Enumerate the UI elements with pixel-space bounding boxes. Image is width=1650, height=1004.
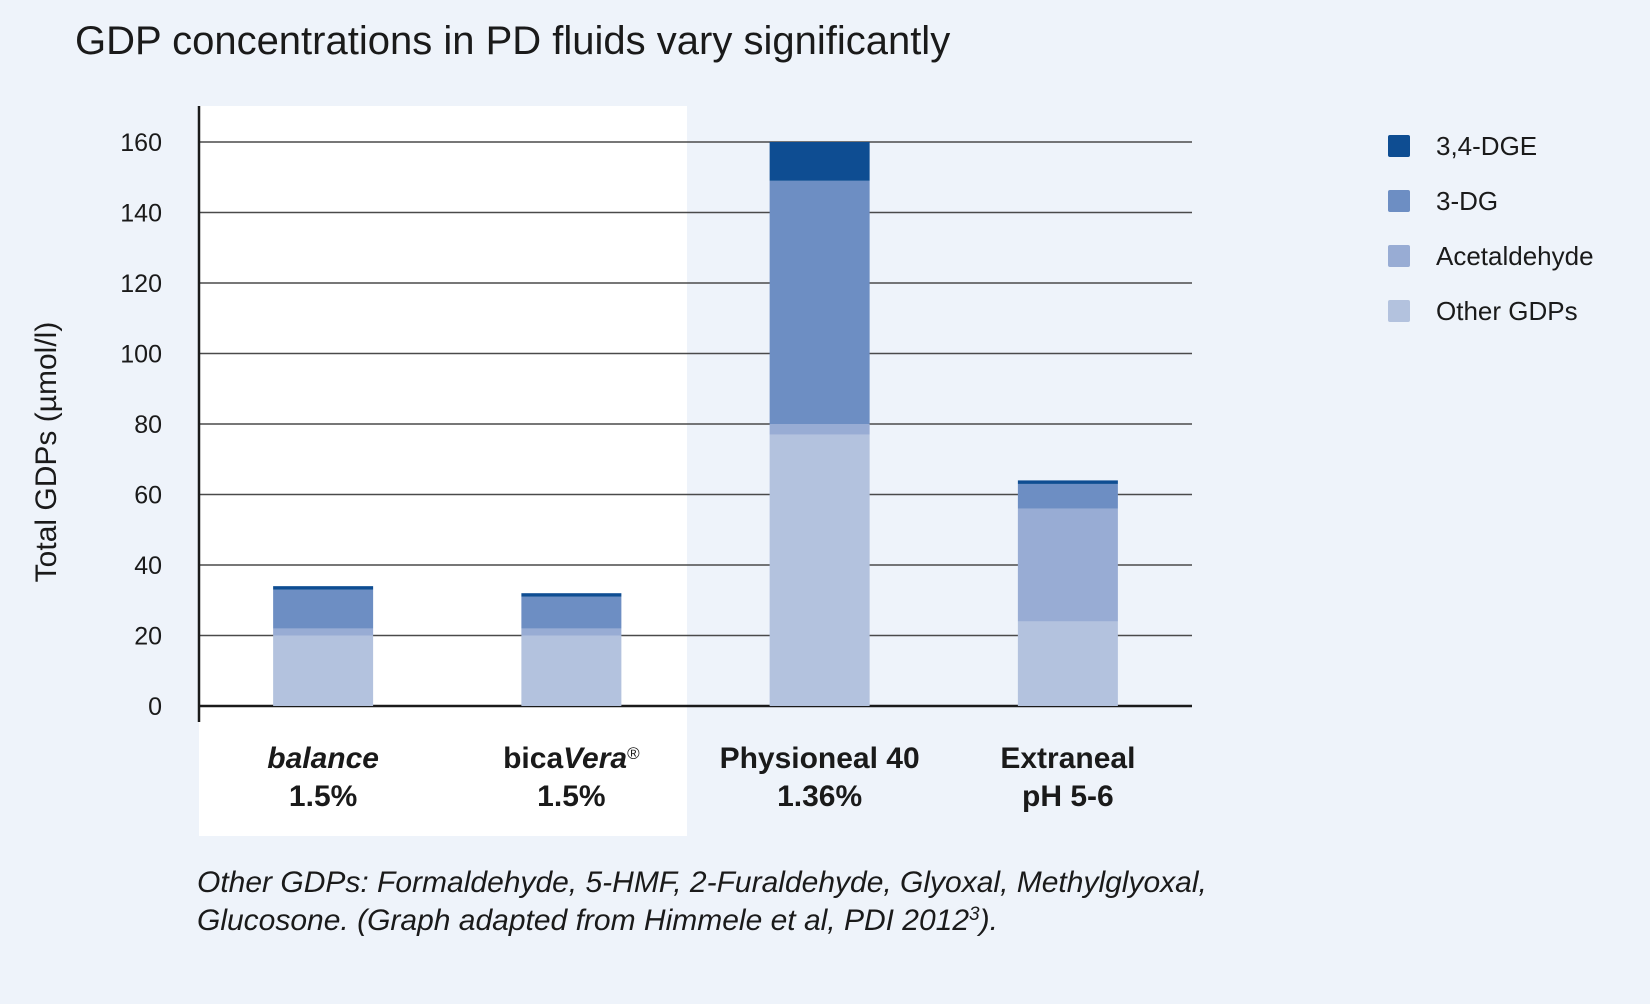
category-label-line-2: pH 5-6 — [1022, 780, 1114, 813]
bar-segment-other-gdps-1 — [273, 635, 374, 706]
bar-segment-acetaldehyde-1 — [273, 628, 374, 636]
legend-label: Other GDPs — [1436, 296, 1578, 326]
legend-swatch-other-gdps — [1388, 300, 1410, 322]
chart-title: GDP concentrations in PD fluids vary sig… — [75, 19, 950, 63]
legend: 3,4-DGE 3-DG Acetaldehyde Other GDPs — [1388, 131, 1594, 326]
footnote-line-2-end: ). — [977, 904, 998, 937]
footnote-line-2-text: Glucosone. (Graph adapted from Himmele e… — [197, 904, 969, 937]
footnote-superscript: 3 — [969, 904, 980, 925]
bar-segment-3-dg-1 — [273, 589, 374, 629]
footnote-line-1: Other GDPs: Formaldehyde, 5-HMF, 2-Fural… — [197, 866, 1207, 899]
y-tick-labels: 0 20 40 60 80 100 120 140 160 — [120, 129, 162, 721]
category-label-line-1: Extraneal — [1000, 742, 1135, 775]
bar-segment-3-4-dge-2 — [521, 593, 622, 597]
bar-segment-3-dg-4 — [1017, 483, 1118, 509]
legend-label: Acetaldehyde — [1436, 241, 1594, 271]
category-label-line-2: 1.36% — [777, 780, 862, 813]
footnote-line-2: Glucosone. (Graph adapted from Himmele e… — [197, 904, 998, 938]
legend-swatch-3-dg — [1388, 190, 1410, 212]
highlight-panel — [199, 106, 687, 836]
category-label-line-1: Physioneal 40 — [720, 742, 920, 775]
y-tick-label: 40 — [134, 552, 162, 580]
bar-segment-3-dg-3 — [769, 180, 870, 424]
bar-segment-3-dg-2 — [521, 596, 622, 629]
y-tick-label: 0 — [148, 693, 162, 721]
bar-segment-other-gdps-4 — [1017, 621, 1118, 706]
bar-segment-other-gdps-2 — [521, 635, 622, 706]
category-label-line-1: balance — [267, 742, 379, 775]
y-tick-label: 120 — [120, 270, 162, 298]
bars — [273, 142, 1118, 706]
bar-segment-acetaldehyde-2 — [521, 628, 622, 636]
y-tick-label: 100 — [120, 341, 162, 369]
bar-segment-other-gdps-3 — [769, 434, 870, 706]
bar-segment-3-4-dge-4 — [1017, 480, 1118, 484]
bar-segment-acetaldehyde-4 — [1017, 508, 1118, 622]
category-label-line-1: bicaVera® — [503, 742, 640, 775]
category-labels: balance 1.5% bicaVera® 1.5% Physioneal 40 1.3… — [267, 742, 1135, 813]
y-tick-label: 160 — [120, 129, 162, 157]
bar-segment-acetaldehyde-3 — [769, 424, 870, 435]
category-label-line-2: 1.5% — [537, 780, 605, 813]
bar-segment-3-4-dge-1 — [273, 586, 374, 590]
legend-label: 3-DG — [1436, 186, 1498, 216]
y-axis-label: Total GDPs (µmol/l) — [30, 322, 63, 583]
legend-swatch-3-4-dge — [1388, 135, 1410, 157]
y-tick-label: 60 — [134, 482, 162, 510]
legend-swatch-acetaldehyde — [1388, 245, 1410, 267]
bar-segment-3-4-dge-3 — [769, 142, 870, 181]
y-tick-label: 20 — [134, 623, 162, 651]
legend-label: 3,4-DGE — [1436, 131, 1537, 161]
y-tick-label: 140 — [120, 200, 162, 228]
footnote: Other GDPs: Formaldehyde, 5-HMF, 2-Fural… — [197, 866, 1207, 937]
category-label-line-2: 1.5% — [289, 780, 357, 813]
y-tick-label: 80 — [134, 411, 162, 439]
